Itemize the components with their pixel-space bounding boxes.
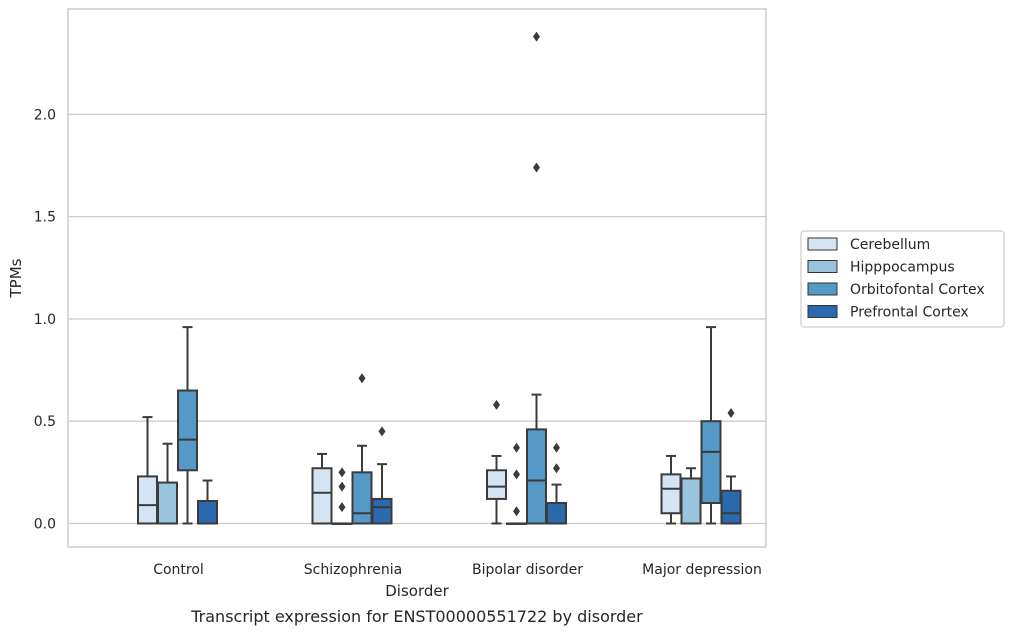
outlier-point	[553, 463, 560, 474]
box-0-1	[311, 452, 333, 525]
legend-label: Hipppocampus	[850, 260, 955, 276]
legend-label: Cerebellum	[850, 237, 930, 253]
y-tick-label: 1.0	[34, 312, 56, 328]
outlier-point	[338, 481, 346, 492]
x-tick-label: Major depression	[642, 562, 762, 578]
legend-swatch	[807, 237, 838, 251]
legend-swatch	[807, 305, 838, 318]
outlier-point	[493, 399, 500, 410]
iqr-box	[177, 389, 198, 472]
box-0-0	[137, 416, 158, 525]
box-2-0	[177, 326, 198, 525]
box-2-3	[700, 326, 722, 525]
outlier-point	[513, 442, 520, 453]
iqr-box	[546, 502, 567, 525]
iqr-box	[660, 473, 682, 515]
outlier-point	[553, 442, 560, 453]
x-tick-label: Schizophrenia	[304, 562, 402, 578]
iqr-box	[526, 428, 547, 525]
y-tick-label: 2.0	[34, 107, 56, 123]
plot-frame	[67, 8, 767, 548]
chart-caption: Transcript expression for ENST0000055172…	[190, 607, 643, 626]
iqr-box	[720, 489, 742, 525]
x-tick-label: Control	[153, 562, 204, 578]
box-3-3	[720, 408, 742, 525]
y-tick-label: 1.5	[34, 210, 56, 226]
outlier-point	[533, 31, 540, 42]
iqr-box	[197, 499, 218, 525]
legend-swatch	[807, 260, 838, 273]
y-axis-ticks: 0.0 0.5 1.0 1.5 2.0	[34, 107, 56, 532]
box-3-0	[197, 479, 218, 525]
outlier-point	[533, 162, 540, 173]
y-tick-label: 0.0	[34, 516, 56, 532]
iqr-box	[700, 420, 722, 505]
outlier-point	[513, 469, 520, 480]
outlier-point	[727, 408, 735, 419]
legend: Cerebellum Hipppocampus Orbitofontal Corte…	[800, 230, 1005, 328]
x-axis-ticks: Control Schizophrenia Bipolar disorder Majo…	[153, 562, 762, 578]
iqr-box	[137, 475, 158, 525]
box-0-2	[486, 399, 507, 525]
outlier-point	[338, 502, 346, 513]
iqr-box	[157, 481, 178, 525]
box-2-2	[526, 31, 547, 525]
outlier-point	[513, 506, 520, 517]
legend-swatch	[807, 282, 838, 296]
iqr-box	[486, 469, 507, 500]
outlier-point	[358, 373, 366, 384]
box-3-2	[546, 442, 567, 525]
x-tick-label: Bipolar disorder	[472, 562, 583, 578]
box-plots	[137, 31, 742, 525]
legend-frame	[800, 230, 1005, 328]
iqr-box	[680, 477, 702, 525]
legend-label: Orbitofontal Cortex	[850, 282, 985, 298]
iqr-box	[371, 497, 393, 525]
box-1-2	[506, 442, 527, 525]
outlier-point	[338, 467, 346, 478]
outlier-point	[378, 426, 386, 437]
legend-label: Prefrontal Cortex	[850, 305, 969, 321]
box-2-1	[351, 373, 373, 525]
iqr-box	[351, 471, 373, 525]
iqr-box	[311, 467, 333, 525]
y-axis-label: TPMs	[7, 258, 25, 298]
x-axis-label: Disorder	[385, 582, 449, 600]
box-3-1	[371, 426, 393, 525]
box-1-0	[157, 442, 178, 525]
y-tick-label: 0.5	[34, 414, 56, 430]
